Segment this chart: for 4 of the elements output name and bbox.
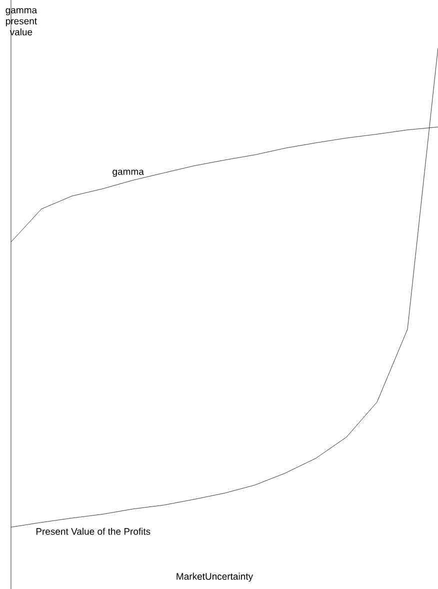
x-axis-title: MarketUncertainty (176, 572, 254, 582)
series-label: gamma (112, 170, 144, 177)
y-axis-title: gamma present value (6, 8, 38, 36)
series-label: Present Value of the Profits (36, 528, 150, 535)
